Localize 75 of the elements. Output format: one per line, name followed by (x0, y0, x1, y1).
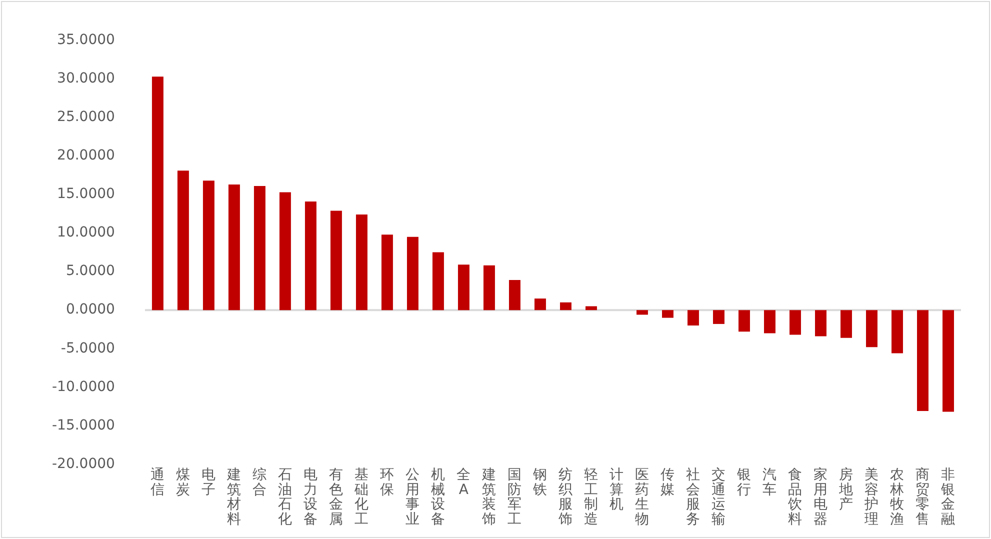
x-tick-label: 汽车 (762, 467, 777, 498)
x-tick-label: 建筑装饰 (481, 467, 496, 528)
x-tick-label: 家用电器 (814, 467, 828, 528)
bar (483, 265, 495, 310)
bar (560, 302, 572, 310)
bar (254, 186, 266, 310)
bar (508, 280, 520, 310)
bar (585, 306, 597, 310)
y-tick-label: 25.0000 (57, 109, 115, 126)
x-tick-label: 基础化工 (354, 467, 369, 528)
x-tick-label: 房地产 (838, 467, 854, 513)
y-tick-label: 30.0000 (57, 70, 115, 87)
bar (840, 310, 852, 338)
bar (738, 310, 750, 332)
bar (636, 310, 648, 315)
bar (458, 264, 470, 310)
bar (330, 210, 342, 310)
x-tick-label: 农林牧渔 (889, 467, 904, 528)
x-tick-label: 商贸零售 (916, 467, 930, 528)
bar (712, 310, 724, 324)
bar (381, 234, 393, 310)
y-tick-label: -15.0000 (52, 417, 115, 434)
bar (406, 236, 418, 310)
y-tick-label: -20.0000 (52, 456, 115, 472)
bar (228, 184, 240, 310)
bar (764, 310, 776, 334)
y-tick-label: 20.0000 (57, 148, 115, 164)
x-tick-label: 通信 (150, 467, 165, 498)
x-tick-label: 计算机 (610, 467, 624, 513)
x-tick-label: 电力设备 (304, 467, 318, 528)
x-tick-label: 电子 (202, 467, 216, 498)
bar (534, 298, 546, 310)
bar (177, 170, 189, 310)
bar (202, 180, 214, 310)
x-tick-label: 建筑材料 (226, 467, 242, 528)
bar (892, 310, 903, 354)
x-tick-label: 石油石化 (278, 467, 292, 528)
x-tick-label: 银行 (736, 467, 752, 498)
y-tick-label: -10.0000 (52, 378, 115, 395)
x-tick-label: 非银金融 (940, 467, 956, 528)
x-tick-label: 食品饮料 (787, 467, 802, 528)
x-tick-label: 钢铁 (532, 467, 548, 498)
bar (432, 252, 444, 310)
y-tick-label: 15.0000 (57, 186, 115, 202)
x-tick-label: 环保 (380, 467, 394, 498)
x-tick-label: 交通运输 (712, 467, 726, 528)
y-tick-label: 35.0000 (57, 32, 115, 48)
x-tick-label: 纺织服饰 (558, 467, 573, 528)
bar (815, 310, 826, 336)
x-tick-label: 传媒 (660, 467, 675, 498)
bar (279, 192, 291, 310)
bar (917, 310, 928, 412)
x-tick-label: 国防军工 (508, 467, 522, 528)
x-tick-label: 社会服务 (686, 467, 700, 528)
x-tick-label: 煤炭 (176, 467, 190, 498)
y-tick-label: 0.0000 (66, 302, 115, 318)
x-tick-label: 美容护理 (864, 467, 879, 528)
x-tick-label: 综合 (252, 467, 267, 498)
x-tick-label: 公用事业 (406, 467, 420, 528)
x-tick-label: 医药生物 (635, 467, 650, 528)
bar (790, 310, 801, 335)
bar (687, 310, 699, 326)
x-tick-label: 机械设备 (431, 467, 446, 528)
x-tick-label: 有色金属 (329, 467, 344, 528)
bar (152, 76, 164, 310)
bar (304, 201, 316, 310)
bar (662, 310, 674, 318)
x-tick-label: 轻工制造 (584, 467, 598, 528)
bar (942, 310, 954, 412)
y-tick-label: 10.0000 (57, 224, 115, 241)
y-tick-label: 5.0000 (66, 263, 115, 280)
bar (356, 214, 368, 310)
y-tick-label: -5.0000 (60, 340, 115, 356)
x-tick-label: 全A (456, 467, 471, 498)
bar (866, 310, 878, 348)
